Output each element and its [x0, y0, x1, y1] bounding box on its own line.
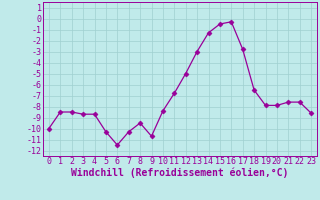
- X-axis label: Windchill (Refroidissement éolien,°C): Windchill (Refroidissement éolien,°C): [71, 168, 289, 178]
